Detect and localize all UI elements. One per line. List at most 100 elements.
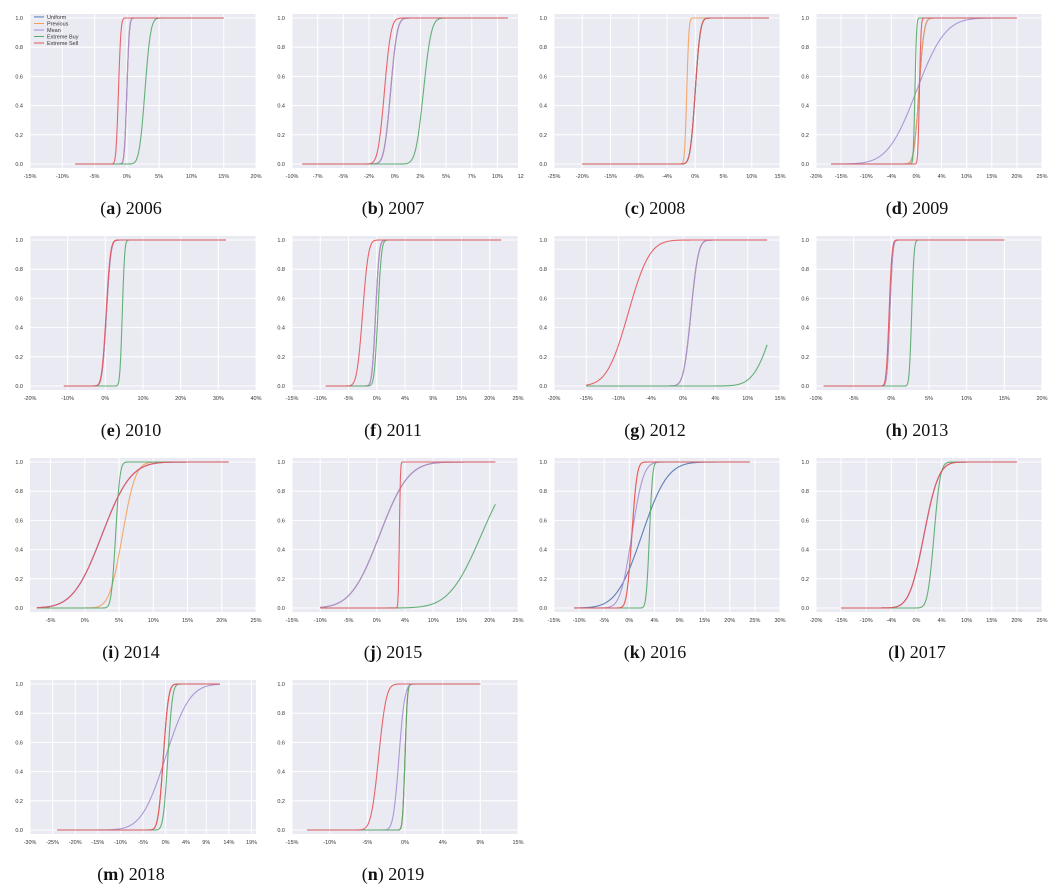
x-tick-label: -4% [886, 618, 896, 624]
panel-year: 2019 [388, 864, 425, 884]
y-tick-label: 0.8 [15, 489, 23, 495]
y-tick-label: 0.4 [277, 548, 285, 554]
x-tick-label: 19% [246, 840, 257, 846]
chart-j: -15% -10% -5% 0% 4% 10% 15% 20% 25% 0.0 0.2 0.4 0.6 0… [277, 458, 524, 624]
x-tick-label: -30% [24, 840, 37, 846]
y-tick-label: 0.4 [539, 104, 547, 110]
x-tick-label: 20% [216, 618, 227, 624]
series-line-extreme-sell [325, 239, 502, 387]
y-tick-label: 1.0 [539, 460, 547, 466]
x-tick-label: 10% [492, 174, 503, 180]
y-tick-label: 0.4 [15, 548, 23, 554]
x-tick-label: 0% [679, 396, 687, 402]
x-tick-label: 5% [442, 174, 450, 180]
x-tick-label: 15% [774, 396, 785, 402]
x-tick-label: -20% [548, 396, 561, 402]
x-tick-label: 10% [961, 174, 972, 180]
y-tick-label: 0.8 [277, 489, 285, 495]
y-tick-label: 0.6 [15, 740, 23, 746]
panel-year: 2013 [912, 420, 949, 440]
y-tick-label: 0.6 [277, 74, 285, 80]
series-line-extreme-sell [320, 461, 496, 609]
x-tick-label: 15% [774, 174, 785, 180]
plot-area [816, 458, 1042, 612]
series-line-extreme-sell [302, 17, 508, 165]
y-tick-label: 1.0 [801, 460, 809, 466]
x-tick-label: 0% [625, 618, 633, 624]
x-tick-label: -15% [580, 396, 593, 402]
y-tick-label: 0.6 [801, 518, 809, 524]
y-tick-label: 0.2 [539, 355, 547, 361]
legend-label: Extreme Buy [47, 35, 79, 41]
legend-label: Extreme Sell [47, 41, 78, 47]
panel-year: 2014 [123, 642, 160, 662]
chart-k: -15% -10% -5% 0% 4% 9% 15% 20% 25% 30% 0.0 0.2 0.4 0.… [539, 458, 786, 624]
chart-e: -20% -10% 0% 10% 20% 30% 40% 0.0 0.2 0.4 0.6 0.8 1.0 [15, 236, 262, 402]
x-tick-label: 10% [961, 618, 972, 624]
y-tick-label: 0.8 [539, 267, 547, 273]
x-tick-label: 0% [912, 174, 920, 180]
y-tick-label: 0.6 [277, 740, 285, 746]
panel-e: -20% -10% 0% 10% 20% 30% 40% 0.0 0.2 0.4 0.6 0.8 1.0… [0, 226, 262, 447]
y-tick-label: 1.0 [801, 238, 809, 244]
x-tick-label: -25% [46, 840, 59, 846]
panel-letter: k [629, 642, 640, 662]
y-tick-label: 0.6 [15, 74, 23, 80]
chart-m: -30% -25% -20% -15% -10% -5% 0% 4% 9% 14% 19% 0.0 0.… [15, 680, 257, 846]
panel-year: 2015 [386, 642, 423, 662]
x-tick-label: -10% [314, 618, 327, 624]
y-tick-label: 0.0 [539, 162, 547, 168]
panel-b: -10% -7% -5% -2% 0% 2% 5% 7% 10% 12% 0.0 0.2 0.4 0.6 0… [262, 4, 524, 225]
panel-letter: l [894, 642, 900, 662]
x-tick-label: 0% [81, 618, 89, 624]
x-tick-label: -15% [286, 618, 299, 624]
series-line-extreme-sell [75, 17, 224, 165]
x-tick-label: -20% [24, 396, 37, 402]
x-tick-label: -15% [835, 618, 848, 624]
y-tick-label: 0.8 [801, 45, 809, 51]
panel-year: 2018 [128, 864, 165, 884]
y-tick-label: 0.0 [15, 162, 23, 168]
x-tick-label: 4% [182, 840, 190, 846]
y-tick-label: 1.0 [539, 238, 547, 244]
y-tick-label: 0.6 [801, 74, 809, 80]
x-tick-label: -5% [599, 618, 609, 624]
chart-f: -15% -10% -5% 0% 4% 9% 15% 20% 25% 0.0 0.2 0.4 0.6 0.… [277, 236, 524, 402]
y-tick-label: 1.0 [277, 238, 285, 244]
y-tick-label: 1.0 [277, 16, 285, 22]
series-line-extreme-sell [36, 461, 229, 609]
y-tick-label: 0.6 [15, 296, 23, 302]
panel-caption: (c) 2008 [624, 198, 686, 218]
x-tick-label: -10% [810, 396, 823, 402]
x-tick-label: -10% [860, 174, 873, 180]
panel-m: -30% -25% -20% -15% -10% -5% 0% 4% 9% 14% 19% 0.0 0.… [0, 670, 262, 891]
x-tick-label: 20% [724, 618, 735, 624]
plot-area [30, 14, 256, 168]
y-tick-label: 0.8 [15, 45, 23, 51]
x-tick-label: 5% [155, 174, 163, 180]
panel-year: 2006 [125, 198, 162, 218]
panel-c: -25% -20% -15% -9% -4% 0% 5% 10% 15% 0.0 0.2 0.4 0.6… [524, 4, 786, 225]
x-tick-label: 10% [961, 396, 972, 402]
x-tick-label: 4% [401, 618, 409, 624]
y-tick-label: 1.0 [15, 238, 23, 244]
panel-letter: g [630, 420, 640, 440]
x-tick-label: 25% [1036, 618, 1047, 624]
x-tick-label: 0% [373, 396, 381, 402]
series-line-extreme-buy [586, 344, 768, 387]
panel-caption: (j) 2015 [363, 642, 423, 662]
y-tick-label: 0.2 [539, 577, 547, 583]
x-tick-label: 0% [691, 174, 699, 180]
panel-f: -15% -10% -5% 0% 4% 9% 15% 20% 25% 0.0 0.2 0.4 0.6 0.… [262, 226, 524, 447]
chart-c: -25% -20% -15% -9% -4% 0% 5% 10% 15% 0.0 0.2 0.4 0.6… [539, 14, 786, 180]
x-tick-label: 0% [391, 174, 399, 180]
y-tick-label: 0.6 [15, 518, 23, 524]
x-tick-label: -15% [286, 396, 299, 402]
panel-caption: (n) 2019 [361, 864, 425, 884]
y-tick-label: 0.2 [277, 355, 285, 361]
x-tick-label: -10% [612, 396, 625, 402]
panel-year: 2012 [649, 420, 686, 440]
y-tick-label: 0.8 [539, 489, 547, 495]
x-tick-label: 12% [518, 174, 524, 180]
x-tick-label: -4% [646, 396, 656, 402]
